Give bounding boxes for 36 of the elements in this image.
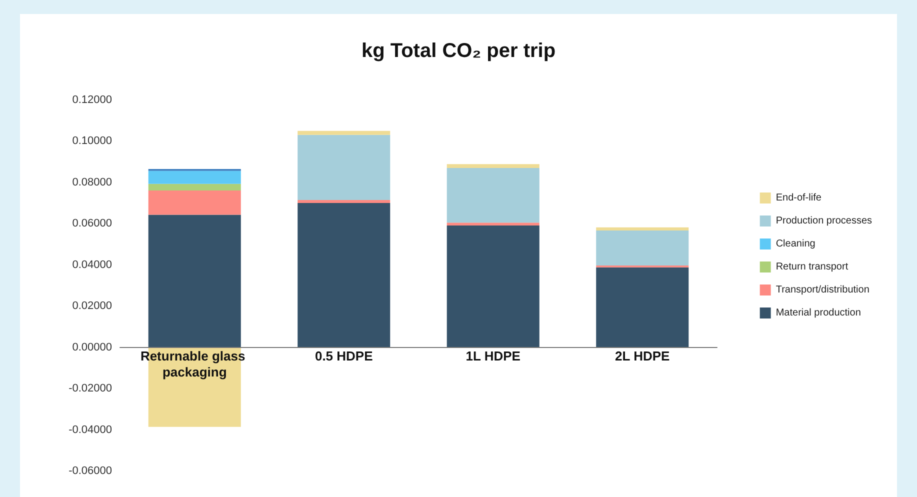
y-tick-label: -0.02000 (68, 382, 112, 395)
bar (148, 214, 241, 348)
legend-label: Production processes (776, 216, 872, 226)
y-tick-label: -0.04000 (68, 424, 112, 436)
bar (148, 184, 241, 190)
legend-label: Transport/distribution (776, 284, 870, 296)
y-tick-label: 0.10000 (72, 135, 112, 148)
x-tick-label: 0.5 HDPE (314, 348, 374, 364)
bar (148, 170, 241, 184)
bar (148, 190, 241, 215)
y-tick-label: -0.06000 (68, 465, 112, 477)
bar (446, 222, 540, 226)
chart-title: kg Total CO₂ per trip (361, 40, 556, 62)
x-tick-label: 2L HDPE (615, 348, 670, 364)
bar (596, 230, 689, 266)
legend-label: Return transport (776, 262, 848, 272)
y-tick-label: 0.02000 (72, 300, 112, 312)
bar (596, 227, 689, 230)
bar (446, 164, 540, 168)
legend-label: End-of-life (776, 192, 822, 204)
legend-label: Material production (776, 308, 861, 318)
bar (298, 203, 390, 348)
bar (446, 168, 540, 223)
x-tick-label: 1L HDPE (466, 348, 521, 364)
y-tick-label: 0.08000 (72, 176, 112, 188)
bar (298, 134, 390, 200)
bar (596, 267, 689, 348)
x-tick-label: Returnable glass packaging (140, 348, 249, 380)
y-tick-label: 0.04000 (72, 258, 112, 271)
bar (446, 226, 540, 348)
legend-label: Cleaning (776, 238, 816, 250)
y-tick-label: 0.06000 (72, 218, 112, 230)
y-tick-label: 0.12000 (72, 94, 112, 106)
y-tick-label: 0.00000 (72, 341, 112, 354)
bar (298, 200, 390, 204)
bar (298, 130, 390, 135)
